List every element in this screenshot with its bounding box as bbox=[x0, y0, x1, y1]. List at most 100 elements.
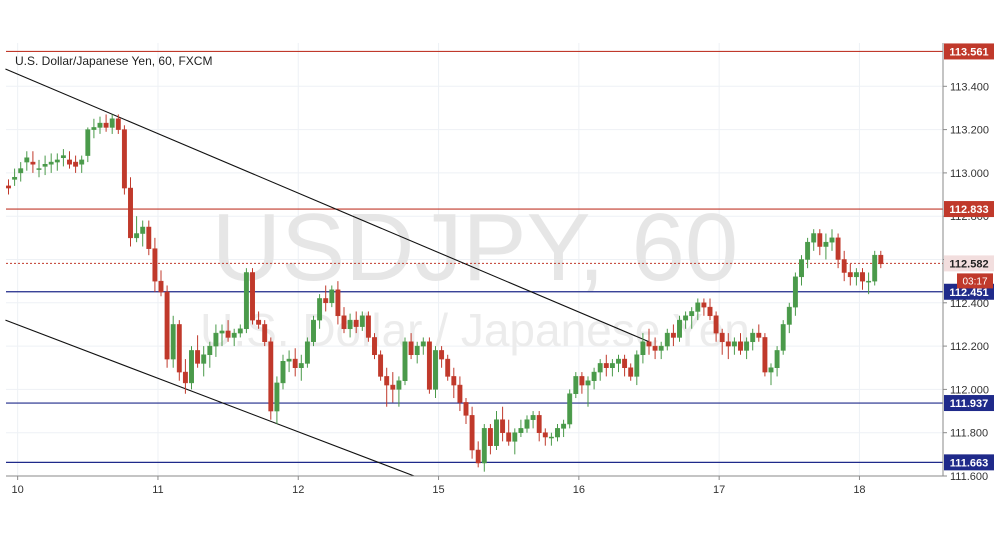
candle bbox=[213, 324, 219, 357]
candle-body bbox=[36, 168, 42, 170]
candle bbox=[640, 333, 646, 364]
candle-body bbox=[817, 233, 823, 247]
candle-body bbox=[164, 291, 170, 360]
candle-body bbox=[799, 259, 804, 278]
candle bbox=[634, 350, 640, 386]
y-tick-label: 112.200 bbox=[950, 341, 989, 353]
candle bbox=[323, 285, 329, 312]
candle-body bbox=[402, 341, 408, 381]
candle-body bbox=[237, 328, 243, 334]
x-tick-label: 12 bbox=[292, 484, 304, 496]
time-axis[interactable]: 10 11 12 15 16 17 18 bbox=[12, 476, 866, 496]
candle-body bbox=[500, 419, 506, 433]
candle bbox=[463, 398, 469, 425]
candle bbox=[756, 324, 762, 342]
candle bbox=[567, 389, 573, 429]
candle-body bbox=[713, 315, 719, 334]
candle-body bbox=[567, 393, 573, 425]
candle-body bbox=[616, 358, 621, 364]
candle bbox=[91, 118, 97, 139]
candle bbox=[451, 367, 457, 399]
candle bbox=[622, 354, 628, 377]
candle-body bbox=[30, 161, 36, 165]
candle bbox=[500, 406, 506, 442]
candle-body bbox=[487, 428, 493, 446]
candle-body bbox=[353, 319, 359, 327]
candle bbox=[792, 272, 798, 316]
candle bbox=[481, 424, 487, 472]
candle-body bbox=[792, 276, 798, 308]
candle-body bbox=[597, 363, 603, 373]
candle bbox=[457, 376, 463, 412]
candles bbox=[6, 114, 884, 472]
candle-body bbox=[707, 306, 713, 317]
candle-body bbox=[323, 298, 329, 304]
candle bbox=[652, 337, 658, 360]
candle-body bbox=[73, 161, 79, 167]
candle-body bbox=[805, 241, 811, 260]
candle bbox=[677, 315, 682, 342]
candle bbox=[146, 220, 152, 256]
x-tick-label: 15 bbox=[432, 484, 444, 496]
horizontal-levels bbox=[6, 50, 943, 463]
candle-body bbox=[530, 415, 536, 420]
candle bbox=[54, 153, 60, 171]
candle bbox=[85, 127, 91, 163]
candle bbox=[774, 346, 780, 377]
candle-body bbox=[304, 341, 310, 364]
candle-body bbox=[561, 423, 567, 429]
candle bbox=[347, 313, 353, 338]
candle bbox=[195, 335, 201, 368]
candle bbox=[469, 406, 475, 459]
watermark-name-text: U.S. Dollar / Japanese Yen bbox=[200, 304, 750, 356]
candle bbox=[176, 320, 182, 381]
candle-body bbox=[689, 311, 695, 317]
candle bbox=[170, 315, 176, 368]
candle bbox=[121, 125, 127, 195]
level-price-tag-resistance bbox=[944, 201, 994, 218]
y-tick-label: 111.800 bbox=[950, 428, 988, 440]
candle bbox=[256, 311, 262, 329]
candle bbox=[317, 294, 323, 329]
candle-body bbox=[329, 289, 335, 304]
candle-body bbox=[652, 345, 658, 351]
candle bbox=[250, 268, 255, 325]
candle bbox=[36, 159, 42, 178]
candle bbox=[616, 354, 621, 373]
candle bbox=[408, 333, 414, 360]
candle-body bbox=[158, 280, 164, 293]
candle-body bbox=[408, 341, 414, 356]
candle bbox=[591, 367, 597, 390]
countdown-tag bbox=[957, 273, 993, 289]
candle bbox=[786, 302, 792, 334]
y-tick-label: 113.200 bbox=[950, 125, 989, 137]
candle bbox=[701, 298, 707, 316]
candle-body bbox=[609, 363, 615, 369]
candle bbox=[152, 237, 158, 292]
candle-body bbox=[579, 376, 585, 386]
candle bbox=[561, 419, 567, 438]
candle-body bbox=[372, 337, 377, 356]
candle bbox=[280, 354, 286, 390]
candle bbox=[530, 411, 536, 429]
candle bbox=[579, 372, 585, 394]
candle bbox=[573, 372, 579, 399]
candle-body bbox=[463, 402, 469, 416]
candle-body bbox=[286, 358, 292, 362]
countdown-label: 03:17 bbox=[962, 276, 987, 287]
candle-body bbox=[731, 341, 737, 347]
candle-body bbox=[384, 376, 390, 386]
candle-body bbox=[243, 272, 249, 330]
candle-body bbox=[182, 371, 188, 384]
candle-body bbox=[317, 298, 323, 321]
candle bbox=[372, 333, 377, 360]
candle bbox=[811, 229, 817, 251]
candle-body bbox=[719, 332, 725, 343]
candle bbox=[524, 415, 530, 433]
candle bbox=[60, 149, 66, 167]
candle bbox=[103, 114, 109, 132]
candle bbox=[341, 307, 347, 334]
candle-body bbox=[109, 118, 115, 128]
